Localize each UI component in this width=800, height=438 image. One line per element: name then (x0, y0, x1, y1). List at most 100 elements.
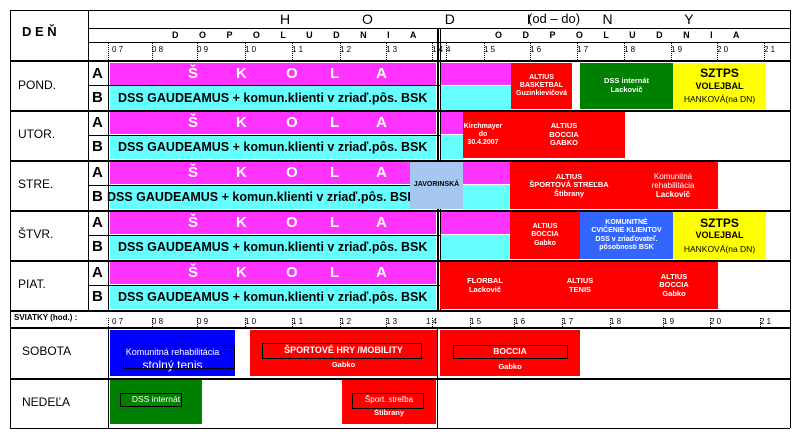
skola-letter: Š (188, 264, 199, 281)
hour-tick-label: 1 3 (386, 45, 398, 54)
activity-line: CVIČENIE KLIENTOV (591, 227, 662, 235)
grid-hline (88, 85, 440, 86)
activity-line: Guzinkievičová (516, 90, 567, 98)
grid-vline (470, 318, 471, 327)
activity-block: ALTIUS BOCCIA GABKO (503, 112, 625, 158)
skola-letter: Š (188, 114, 199, 131)
hour-tick-label: 4 (446, 45, 451, 54)
hour-tick-label: 2 0 (717, 45, 729, 54)
skola-bar (110, 262, 436, 284)
activity-line: BOCCIA (531, 231, 559, 239)
skola-letter: L (330, 114, 340, 131)
dss-bar-afternoon (440, 135, 463, 159)
skola-letter: A (376, 65, 387, 82)
group-a-label: A (92, 214, 103, 231)
activity-line: Komunitná rehabilitácia (125, 347, 220, 357)
morning-label: D O P O L U D N I A (172, 30, 424, 40)
activity-outline (120, 393, 182, 407)
activity-block: ALTIUS BOCCIA Gabko (510, 212, 580, 259)
grid-hline (88, 135, 440, 136)
activity-line: BOCCIA (493, 346, 527, 356)
activity-line: SZTPS (700, 66, 739, 81)
hour-tick-label: 1 9 (671, 45, 683, 54)
skola-letter: K (236, 214, 247, 231)
activity-outline (453, 345, 568, 359)
grid-vline (717, 42, 718, 60)
hour-tick-label: 0 8 (152, 45, 164, 54)
activity-line: Gabko (498, 361, 522, 371)
skola-letter: K (236, 164, 247, 181)
grid-vline (514, 318, 515, 327)
activity-line: Komunitná (653, 171, 693, 181)
skola-letter: L (330, 65, 340, 82)
hour-tick-label: 0 7 (112, 317, 124, 326)
dss-bar (110, 185, 412, 209)
dss-bar (110, 86, 436, 110)
activity-line: SZTPS (700, 215, 739, 230)
hour-tick-label: 2 1 (764, 45, 776, 54)
activity-line: GABKO (550, 138, 578, 148)
hour-tick-label: 1 0 (245, 317, 257, 326)
grid-hline (10, 327, 790, 329)
hour-tick-label: 1 5 (470, 317, 482, 326)
grid-vline (108, 60, 109, 310)
grid-vline (152, 318, 153, 327)
activity-line: Gabko (331, 360, 356, 370)
day-name: NEDEĽA (22, 395, 71, 409)
grid-vline (386, 42, 387, 60)
dss-bar-label: DSS GAUDEAMUS + komun.klienti v zriaď.pô… (118, 91, 428, 105)
group-a-label: A (92, 164, 103, 181)
dss-bar-label: DSS GAUDEAMUS + komun.klienti v zriaď.pô… (118, 240, 428, 254)
group-b-label: B (92, 138, 103, 155)
activity-line: ALTIUS (660, 271, 688, 281)
day-name: PIAT. (18, 277, 46, 291)
day-row: ŠTVR. A B Š K O L A DSS GAUDEAMUS + komun.klient… (0, 211, 800, 260)
activity-block: KOMUNITNÉ CVIČENIE KLIENTOV DSS v zriaďova… (580, 212, 673, 259)
hour-tick-label: 1 4 (426, 317, 438, 326)
grid-hline (10, 110, 790, 112)
hour-tick-label: 1 5 (484, 45, 496, 54)
skola-letter: A (376, 114, 387, 131)
activity-outline (352, 393, 424, 409)
grid-vline (530, 42, 531, 60)
grid-hline (10, 210, 790, 212)
activity-line: ALTIUS (532, 223, 558, 231)
activity-block: BOCCIA Gabko (440, 330, 580, 376)
grid-vline (292, 42, 293, 60)
activity-line: ALTIUS (529, 73, 554, 81)
activity-line: HANKOVÁ(na DN) (683, 94, 756, 105)
activity-line: FLORBAL (467, 275, 503, 285)
grid-vline (108, 42, 109, 60)
skola-letter: K (236, 264, 247, 281)
activity-block: SZTPS VOLEJBAL HANKOVÁ(na DN) (673, 212, 766, 259)
activity-block: DSS internát Lackovič (580, 63, 673, 109)
skola-bar-afternoon (440, 112, 463, 134)
grid-vline (760, 318, 761, 327)
activity-line: Kirchmayer do (463, 122, 503, 138)
skola-bar (110, 162, 412, 184)
skola-letter: Š (188, 214, 199, 231)
skola-bar-afternoon (440, 63, 511, 85)
grid-hline (10, 60, 790, 62)
activity-line: Lackovič (468, 284, 502, 294)
day-name: STRE. (18, 177, 54, 191)
activity-line: VOLEJBAL (695, 230, 744, 241)
activity-line: Štibrany (553, 188, 584, 198)
skola-letter: L (330, 264, 340, 281)
activity-block: ALTIUS TENIS (530, 262, 630, 309)
skola-bar (110, 212, 436, 234)
hour-tick-label: 1 6 (514, 317, 526, 326)
activity-line: VOLEJBAL (695, 80, 744, 91)
grid-hline (88, 28, 790, 29)
grid-hline (10, 160, 790, 162)
activity-line: ŠPORTOVÁ STREĽBA (529, 180, 609, 190)
activity-line: Gabko (534, 239, 556, 247)
activity-block: Komunitná rehabilitácia Lackovič (628, 162, 718, 209)
dss-bar-afternoon (440, 235, 510, 259)
group-a-label: A (92, 264, 103, 281)
day-row: UTOR. A B Š K O L A DSS GAUDEAMUS + komun.klient… (0, 111, 800, 160)
activity-line: KOMUNITNÉ (605, 219, 648, 227)
skola-letter: Š (188, 65, 199, 82)
hour-tick-label: 1 1 (292, 45, 304, 54)
